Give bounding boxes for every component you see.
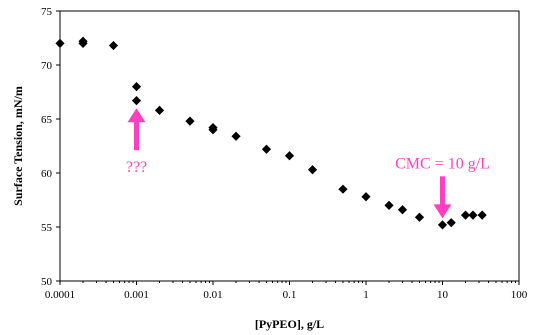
x-tick-label: 0.1 bbox=[283, 289, 297, 301]
data-point bbox=[414, 212, 425, 222]
data-point bbox=[108, 40, 119, 51]
data-point bbox=[55, 38, 65, 48]
data-point bbox=[437, 220, 448, 230]
y-tick-label: 75 bbox=[41, 6, 53, 18]
data-point bbox=[446, 218, 456, 228]
x-tick-label: 0.01 bbox=[203, 289, 222, 301]
data-point bbox=[361, 192, 371, 202]
data-point bbox=[338, 184, 348, 194]
x-tick-label: 1 bbox=[363, 289, 369, 301]
data-point bbox=[154, 105, 165, 115]
data-point bbox=[185, 116, 195, 126]
data-point bbox=[78, 38, 88, 48]
annotation-label: ??? bbox=[126, 159, 147, 176]
y-axis-title: Surface Tension, mN/m bbox=[11, 86, 25, 206]
y-axis-ticks: 50 55 60 65 70 75 bbox=[41, 6, 60, 288]
x-tick-label: 100 bbox=[511, 289, 528, 301]
x-tick-label: 0.0001 bbox=[45, 289, 75, 301]
data-point bbox=[131, 82, 142, 92]
y-tick-label: 60 bbox=[41, 168, 53, 180]
x-axis-ticks: 0.0001 0.001 0.01 0.1 1 10 100 bbox=[45, 281, 528, 301]
annotation-label: CMC = 10 g/L bbox=[395, 155, 490, 172]
y-tick-label: 65 bbox=[41, 114, 53, 126]
data-point bbox=[460, 210, 471, 220]
annotation-arrowhead bbox=[127, 108, 146, 123]
y-tick-label: 70 bbox=[41, 60, 53, 72]
data-point bbox=[468, 210, 478, 220]
data-points bbox=[55, 36, 487, 230]
annotation-arrowhead bbox=[433, 204, 452, 219]
plot-area bbox=[59, 10, 520, 282]
data-point bbox=[307, 165, 318, 175]
data-point bbox=[231, 131, 241, 141]
annotations: ??? CMC = 10 g/L bbox=[126, 108, 490, 219]
x-tick-label: 10 bbox=[437, 289, 449, 301]
data-point bbox=[477, 210, 487, 220]
x-tick-label: 0.001 bbox=[124, 289, 149, 301]
y-tick-label: 55 bbox=[41, 222, 53, 234]
data-point bbox=[284, 151, 295, 161]
data-point bbox=[384, 200, 394, 210]
y-tick-label: 50 bbox=[41, 276, 53, 288]
data-point bbox=[131, 96, 142, 106]
x-axis-title: [PyPEO], g/L bbox=[255, 317, 324, 331]
data-point bbox=[261, 144, 272, 154]
data-point bbox=[397, 205, 408, 215]
data-point bbox=[208, 125, 218, 135]
